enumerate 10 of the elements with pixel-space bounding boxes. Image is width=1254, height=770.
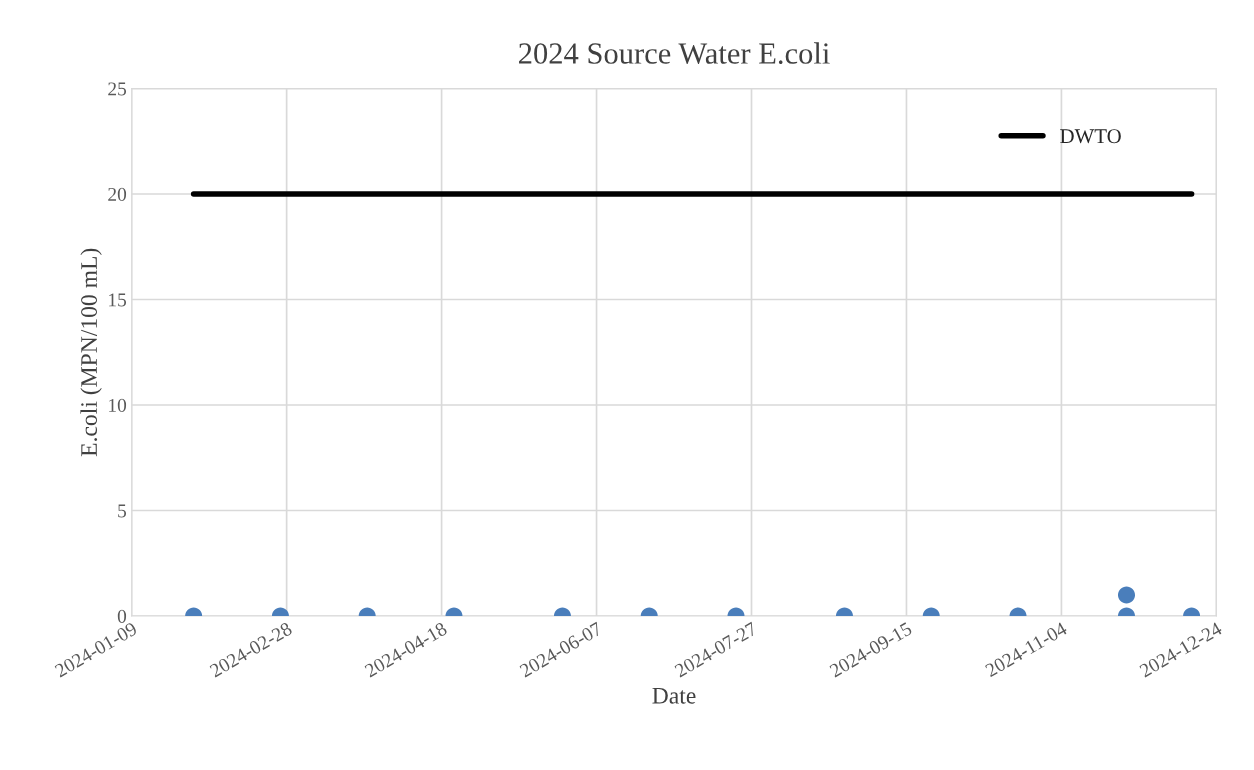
chart-title: 2024 Source Water E.coli [519, 42, 830, 65]
legend-label: DWTO [1060, 129, 1121, 144]
y-tick-label: 20 [108, 187, 127, 201]
y-tick-label: 25 [108, 82, 127, 96]
y-tick-label: 15 [109, 293, 127, 307]
x-axis-title: Date [652, 687, 696, 704]
y-axis-title: E.coli (MPN/100 mL) [80, 248, 102, 457]
y-tick-label: 5 [118, 504, 127, 518]
y-tick-label: 0 [117, 609, 127, 623]
y-tick-label: 10 [109, 398, 127, 412]
